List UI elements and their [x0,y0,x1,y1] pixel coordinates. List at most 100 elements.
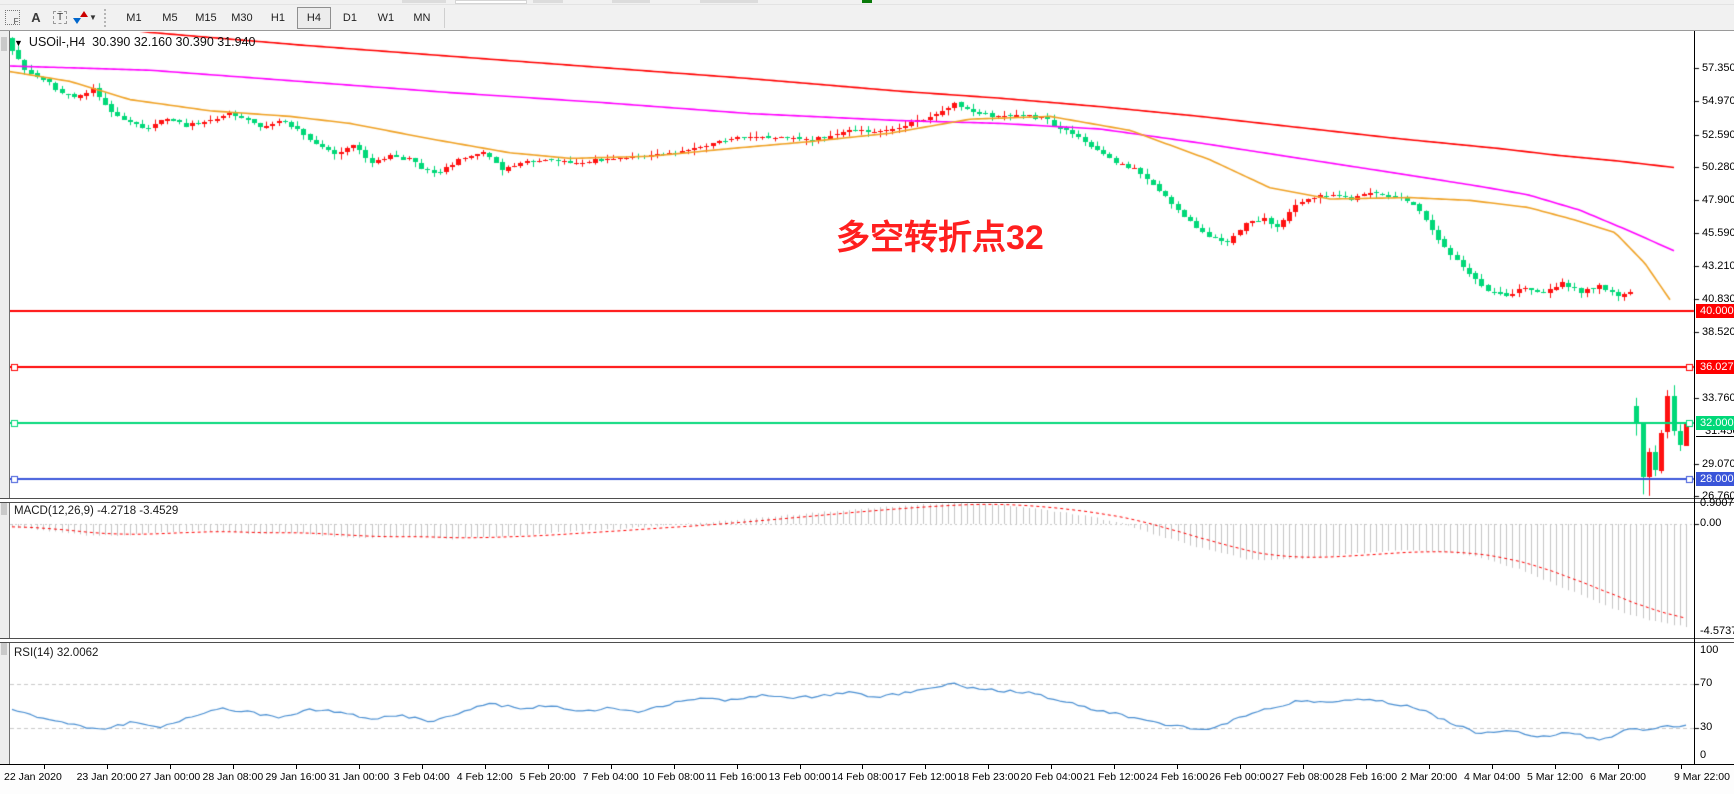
text-box-icon[interactable]: T [49,8,71,27]
timeframe-button-mn[interactable]: MN [413,11,431,24]
time-tick [1429,765,1430,769]
timeframe-button-m15[interactable]: M15 [195,11,217,24]
macd-scale-zero: 0.00 [1700,517,1722,529]
time-tick [233,765,234,769]
toolbar-remnant [533,0,563,3]
swap-arrows-icon[interactable]: ▼ [73,8,97,27]
rsi-label: RSI(14) 32.0062 [14,647,99,659]
symbol-dropdown-icon[interactable]: ▼ [14,38,23,48]
time-label: 31 Jan 00:00 [328,771,390,783]
time-label: 2 Mar 20:00 [1401,771,1458,783]
time-tick [611,765,612,769]
time-label: 22 Jan 2020 [4,771,62,783]
time-label: 7 Feb 04:00 [582,771,639,783]
edge-mark [1,501,7,515]
rsi-scale-label: 70 [1700,677,1713,689]
time-tick [1051,765,1052,769]
toolbar-grip[interactable] [103,8,113,27]
price-tick-label: 26.760 [1702,490,1734,503]
rsi-scale-label: 100 [1700,644,1719,656]
time-label: 5 Mar 12:00 [1527,771,1584,783]
toolbar-remnant-green [862,0,872,3]
time-label: 29 Jan 16:00 [265,771,327,783]
time-label: 20 Feb 04:00 [1020,771,1083,783]
time-tick [1492,765,1493,769]
text-annotation[interactable]: 多空转折点32 [836,219,1044,257]
time-label: 28 Jan 08:00 [202,771,264,783]
t-glyph: T [52,11,68,24]
time-label: 17 Feb 12:00 [894,771,957,783]
price-line-badge[interactable]: 36.027 [1696,359,1734,374]
price-tick-label: 43.210 [1702,260,1734,273]
price-tick-label: 40.830 [1702,293,1734,306]
price-tick-label: 50.280 [1702,161,1734,174]
time-label: 9 Mar 22:00 [1673,771,1730,783]
swap-glyph [73,11,88,24]
time-label: 4 Mar 04:00 [1464,771,1521,783]
time-label: 6 Mar 20:00 [1589,771,1647,783]
timeframe-button-d1[interactable]: D1 [342,11,357,24]
time-tick [1240,765,1241,769]
price-chart-canvas[interactable] [0,31,1734,793]
main-toolbar: F A T ▼ M1 M5 M15 M30 H1 H4 D1 W1 MN [0,5,1734,30]
time-label: 10 Feb 08:00 [642,771,705,783]
time-tick [1366,765,1367,769]
price-tick-label: 38.520 [1702,325,1734,338]
time-tick [800,765,801,769]
time-label: 24 Feb 16:00 [1146,771,1209,783]
time-tick [1114,765,1115,769]
time-tick [737,765,738,769]
hatch-f-icon[interactable]: F [1,8,23,27]
time-tick [988,765,989,769]
price-tick-label: 29.070 [1702,458,1734,471]
timeframe-button-h1[interactable]: H1 [270,11,285,24]
time-tick [296,765,297,769]
time-label: 13 Feb 00:00 [768,771,831,783]
timeframe-button-w1[interactable]: W1 [377,11,395,24]
time-tick [485,765,486,769]
clipped-toolbar-row [0,0,1734,5]
time-tick [1681,765,1682,769]
time-tick [170,765,171,769]
time-tick [1177,765,1178,769]
window-left-edge [0,31,10,793]
a-glyph: A [31,10,41,25]
time-tick [548,765,549,769]
price-line-badge[interactable]: 40.000 [1696,304,1734,318]
price-tick-label: 33.760 [1702,392,1734,405]
toolbar-remnant [612,0,650,3]
toolbar-separator [443,7,445,28]
timeframe-button-m5[interactable]: M5 [162,11,178,24]
price-line-badge[interactable]: 32.000 [1696,416,1734,430]
symbol-header: ▼ USOil-,H4 30.390 32.160 30.390 31.940 [14,35,255,49]
toolbar-remnant [700,0,758,3]
toolbar-remnant [402,0,446,3]
text-a-icon[interactable]: A [25,8,47,27]
price-line-badge[interactable]: 28.000 [1696,472,1734,486]
price-scale[interactable]: 0.9007 0.00 -4.5737 100 70 30 0 31.450 5… [1694,31,1734,764]
time-label: 28 Feb 16:00 [1335,771,1398,783]
time-tick [674,765,675,769]
time-label: 27 Feb 08:00 [1272,771,1335,783]
chart-window: ▼ USOil-,H4 30.390 32.160 30.390 31.940 多… [0,30,1734,794]
panel-splitter-macd[interactable] [0,498,1734,503]
panel-splitter-rsi[interactable] [0,638,1734,643]
price-tick-label: 45.590 [1702,226,1734,239]
chevron-down-icon: ▼ [89,13,97,22]
time-label: 23 Jan 20:00 [76,771,138,783]
time-label: 11 Feb 16:00 [705,771,768,783]
timeframe-button-m1[interactable]: M1 [126,11,142,24]
price-tick-label: 52.590 [1702,128,1734,141]
time-label: 26 Feb 00:00 [1209,771,1272,783]
toolbar-remnant [455,0,527,4]
time-tick [1555,765,1556,769]
price-tick-label: 57.350 [1702,62,1734,75]
price-tick-label: 47.900 [1702,194,1734,207]
timeframe-button-m30[interactable]: M30 [231,11,253,24]
symbol-ohlc-text: USOil-,H4 30.390 32.160 30.390 31.940 [28,35,256,49]
timeframe-button-h4[interactable]: H4 [296,6,331,29]
time-label: 3 Feb 04:00 [393,771,450,783]
rsi-scale-label: 0 [1700,749,1707,761]
time-axis[interactable]: 22 Jan 2020 23 Jan 20:00 27 Jan 00:00 28 Ja… [0,764,1734,794]
time-tick [422,765,423,769]
